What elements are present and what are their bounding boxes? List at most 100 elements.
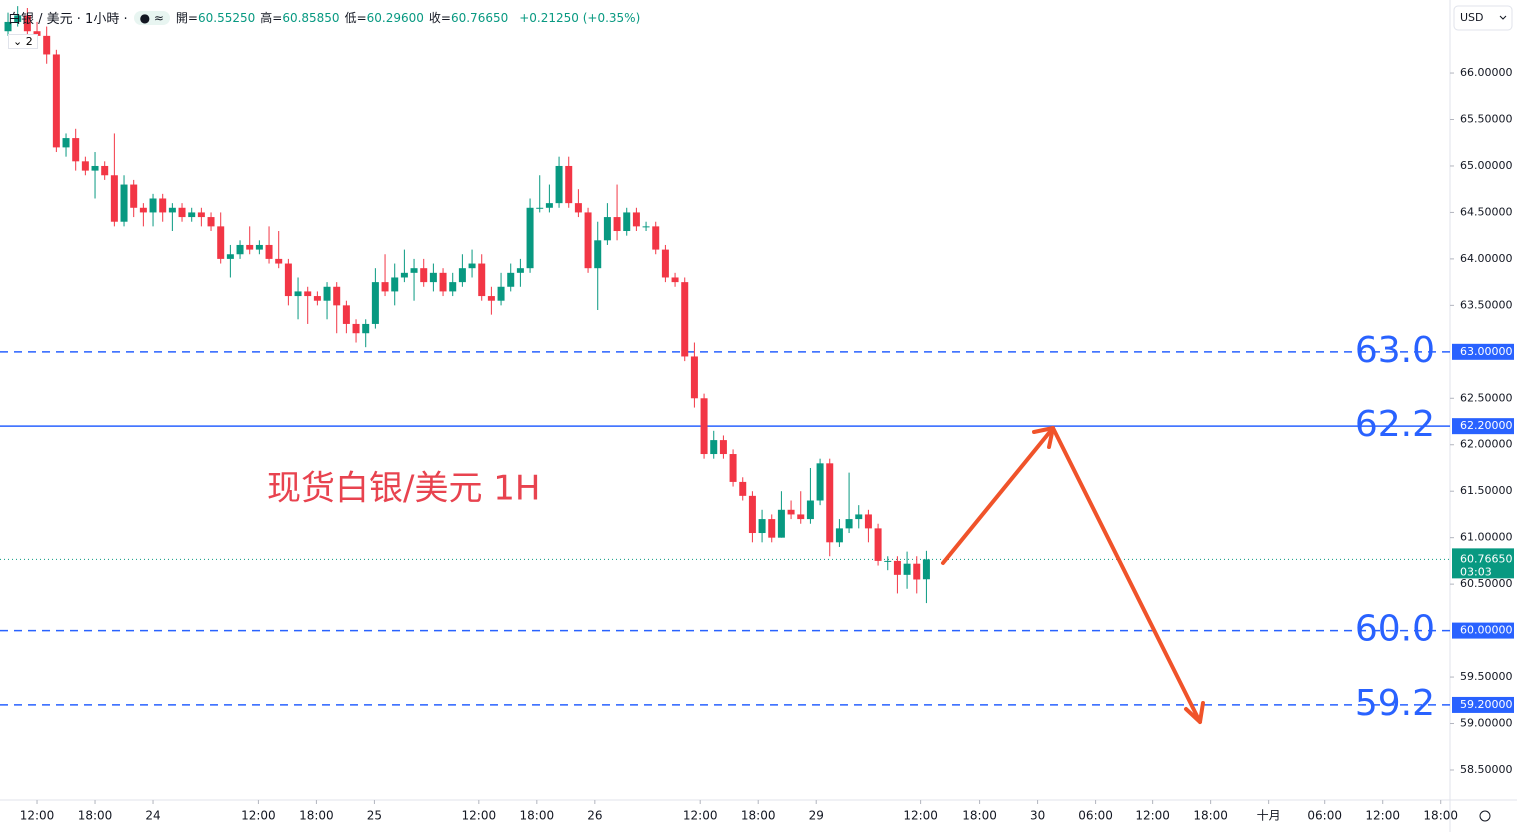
x-tick-label: 18:00 [1423,809,1458,823]
last-price-tag [1452,548,1514,579]
candle-body [458,268,466,283]
settings-icon[interactable] [1479,810,1491,822]
candle-body [81,161,89,171]
candle-body [816,463,824,501]
candle-body [381,282,389,292]
candle-body [284,263,292,297]
candle-body [797,514,805,520]
candle-body [574,203,582,213]
y-tick-label: 59.50000 [1460,670,1513,683]
change: +0.21250 (+0.35%) [519,10,641,25]
candle-body [197,212,205,218]
y-tick-label: 61.50000 [1460,484,1513,497]
candle-body [603,217,611,241]
symbol[interactable]: 白银 / 美元 · 1小時 · [8,12,128,27]
candle-body [159,198,167,213]
legend-label: 開= [175,11,198,25]
x-tick-label: 26 [587,809,602,823]
candle-body [439,272,447,292]
x-tick-label: 12:00 [462,809,497,823]
candle-body [777,509,785,538]
countdown: 03:03 [1460,565,1492,578]
candle-body [594,240,602,269]
candle-body [371,282,379,324]
candle-body [748,495,756,534]
x-tick-label: 十月 [1257,809,1281,823]
candle-body [690,356,698,399]
legend-value: 60.55250 [197,11,256,25]
candle-body [826,463,834,543]
level-tag [1452,418,1514,435]
legend-value: 60.85850 [282,11,340,25]
candle-body [632,212,640,227]
currency-button[interactable] [1453,5,1513,31]
candle-body [226,254,234,259]
candle-body [893,560,901,575]
candle-body [4,21,12,32]
candle-body [864,514,872,529]
candle-body [410,268,418,273]
candle-body [14,15,22,22]
y-tick-label: 59.00000 [1460,717,1513,730]
candle-body [43,35,51,55]
level-tag [1452,343,1514,360]
candle-body [487,296,495,301]
level-tag [1452,696,1514,713]
candle-body [275,258,283,264]
candle-body [101,165,109,176]
candle-body [313,296,321,301]
level-label: 60.0 [1355,609,1435,650]
candle-body [468,263,476,269]
candle-body [294,291,302,297]
candle-body [555,165,563,204]
legend-value: 60.29600 [366,11,424,25]
x-tick-label: 12:00 [241,809,276,823]
candle-body [700,398,708,455]
candle-body [623,212,631,232]
y-tick-label: 64.00000 [1460,252,1513,265]
x-tick-label: 25 [367,809,382,823]
x-tick-label: 12:00 [683,809,718,823]
level-label: 62.2 [1355,404,1435,445]
x-tick-label: 18:00 [962,809,997,823]
indicator-toggle[interactable]: ⌄ 2 [8,34,38,49]
level-label: 63.0 [1355,330,1435,371]
candle-body [671,277,679,283]
candle-body [913,563,921,580]
y-tick-label: 58.50000 [1460,763,1513,776]
currency[interactable]: USD [1460,11,1484,24]
y-tick-label: 61.00000 [1460,531,1513,544]
candle-body [758,519,766,534]
x-tick-label: 18:00 [741,809,776,823]
legend-label: 收= [428,11,451,25]
candle-body [342,305,350,324]
legend-label: 低= [344,11,367,25]
candle-body [497,286,505,301]
y-tick-label: 62.50000 [1460,391,1513,404]
x-tick-label: 12:00 [1365,809,1400,823]
y-tick-label: 63.50000 [1460,298,1513,311]
candle-body [526,207,534,269]
x-tick-label: 12:00 [903,809,938,823]
x-tick-label: 30 [1030,809,1045,823]
candle-body [768,519,776,538]
candle-body [91,165,99,171]
candle-body [120,184,128,222]
candle-body [110,175,118,222]
level-tag-label: 60.00000 [1460,624,1513,637]
candle-body [903,563,911,575]
candle-body [835,528,843,543]
x-tick-label: 18:00 [1193,809,1228,823]
candle-body [739,481,747,496]
candle-body [207,217,215,227]
candle-body [661,249,669,278]
candle-body [333,286,341,306]
y-tick-label: 60.50000 [1460,577,1513,590]
candle-body [265,244,273,259]
price-scale [1450,0,1517,832]
candle-body [681,282,689,357]
level-tag-label: 62.20000 [1460,419,1513,432]
candle-body [168,207,176,213]
candle-body [255,244,263,250]
candle-body [507,272,515,287]
